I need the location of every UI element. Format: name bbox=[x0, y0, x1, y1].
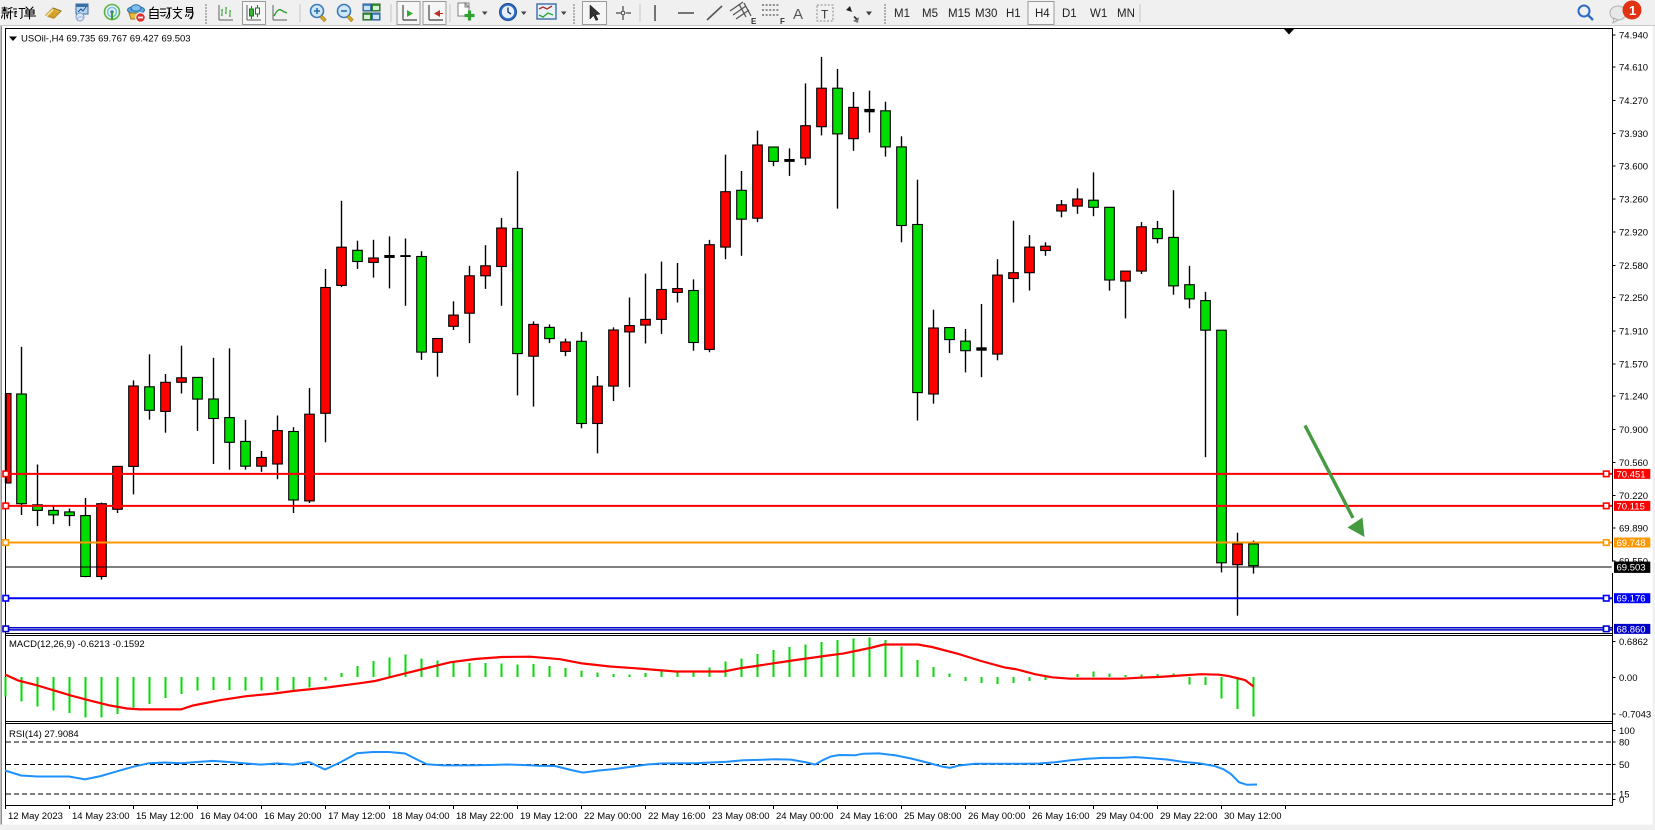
svg-text:100: 100 bbox=[1619, 726, 1635, 737]
svg-text:RSI(14) 27.9084: RSI(14) 27.9084 bbox=[9, 729, 79, 740]
svg-text:72.580: 72.580 bbox=[1619, 261, 1648, 272]
svg-text:0.00: 0.00 bbox=[1619, 673, 1638, 684]
svg-text:70.451: 70.451 bbox=[1617, 469, 1646, 480]
svg-text:16 May 04:00: 16 May 04:00 bbox=[200, 811, 258, 822]
svg-text:M30: M30 bbox=[975, 8, 997, 20]
svg-text:22 May 00:00: 22 May 00:00 bbox=[584, 811, 642, 822]
svg-text:18 May 04:00: 18 May 04:00 bbox=[392, 811, 450, 822]
svg-text:73.930: 73.930 bbox=[1619, 129, 1648, 140]
svg-text:USOil-,H4 69.735 69.767 69.42: USOil-,H4 69.735 69.767 69.427 69.503 bbox=[21, 34, 191, 45]
svg-text:25 May 08:00: 25 May 08:00 bbox=[904, 811, 962, 822]
svg-text:17 May 12:00: 17 May 12:00 bbox=[328, 811, 386, 822]
svg-text:MN: MN bbox=[1117, 8, 1135, 20]
svg-text:E: E bbox=[751, 17, 757, 26]
svg-text:M5: M5 bbox=[922, 8, 938, 20]
svg-text:80: 80 bbox=[1619, 738, 1630, 749]
svg-text:72.920: 72.920 bbox=[1619, 228, 1648, 239]
svg-text:69.503: 69.503 bbox=[1617, 563, 1646, 574]
svg-text:74.270: 74.270 bbox=[1619, 96, 1648, 107]
svg-text:72.250: 72.250 bbox=[1619, 293, 1648, 304]
svg-text:70.900: 70.900 bbox=[1619, 425, 1648, 436]
svg-text:0: 0 bbox=[1619, 795, 1624, 806]
svg-text:19 May 12:00: 19 May 12:00 bbox=[520, 811, 578, 822]
svg-text:15: 15 bbox=[1619, 790, 1630, 801]
svg-text:M1: M1 bbox=[894, 8, 910, 20]
svg-text:18 May 22:00: 18 May 22:00 bbox=[456, 811, 514, 822]
svg-text:70.220: 70.220 bbox=[1619, 491, 1648, 502]
svg-text:14 May 23:00: 14 May 23:00 bbox=[72, 811, 130, 822]
svg-text:D1: D1 bbox=[1062, 8, 1077, 20]
svg-text:70.560: 70.560 bbox=[1619, 458, 1648, 469]
svg-text:26 May 16:00: 26 May 16:00 bbox=[1032, 811, 1090, 822]
svg-text:70.115: 70.115 bbox=[1617, 501, 1645, 512]
svg-text:26 May 00:00: 26 May 00:00 bbox=[968, 811, 1026, 822]
svg-text:69.890: 69.890 bbox=[1619, 523, 1648, 534]
svg-text:74.940: 74.940 bbox=[1619, 31, 1648, 42]
svg-text:H1: H1 bbox=[1006, 8, 1021, 20]
svg-text:W1: W1 bbox=[1090, 8, 1107, 20]
svg-text:23 May 08:00: 23 May 08:00 bbox=[712, 811, 770, 822]
svg-text:50: 50 bbox=[1619, 760, 1630, 771]
svg-text:22 May 16:00: 22 May 16:00 bbox=[648, 811, 706, 822]
svg-text:68.860: 68.860 bbox=[1617, 624, 1646, 635]
svg-text:A: A bbox=[793, 6, 803, 23]
svg-text:71.240: 71.240 bbox=[1619, 392, 1648, 403]
svg-text:16 May 20:00: 16 May 20:00 bbox=[264, 811, 322, 822]
svg-text:M15: M15 bbox=[948, 8, 970, 20]
svg-text:73.600: 73.600 bbox=[1619, 161, 1648, 172]
svg-text:29 May 04:00: 29 May 04:00 bbox=[1096, 811, 1154, 822]
svg-text:15 May 12:00: 15 May 12:00 bbox=[136, 811, 194, 822]
svg-text:69.748: 69.748 bbox=[1617, 538, 1646, 549]
svg-text:MACD(12,26,9) -0.6213 -0.1592: MACD(12,26,9) -0.6213 -0.1592 bbox=[9, 639, 145, 650]
svg-text:F: F bbox=[780, 17, 785, 26]
svg-text:74.610: 74.610 bbox=[1619, 63, 1648, 74]
svg-text:24 May 16:00: 24 May 16:00 bbox=[840, 811, 898, 822]
svg-text:30 May 12:00: 30 May 12:00 bbox=[1224, 811, 1282, 822]
svg-text:H4: H4 bbox=[1035, 8, 1050, 20]
svg-text:-0.7043: -0.7043 bbox=[1619, 710, 1651, 721]
svg-text:24 May 00:00: 24 May 00:00 bbox=[776, 811, 834, 822]
svg-text:12 May 2023: 12 May 2023 bbox=[8, 811, 63, 822]
svg-text:1: 1 bbox=[1629, 3, 1636, 18]
svg-text:71.570: 71.570 bbox=[1619, 360, 1648, 371]
svg-text:T: T bbox=[821, 8, 829, 22]
svg-text:69.176: 69.176 bbox=[1617, 594, 1646, 605]
svg-text:0.6862: 0.6862 bbox=[1619, 637, 1648, 648]
svg-text:29 May 22:00: 29 May 22:00 bbox=[1160, 811, 1218, 822]
svg-text:73.260: 73.260 bbox=[1619, 195, 1648, 206]
svg-text:71.910: 71.910 bbox=[1619, 326, 1648, 337]
